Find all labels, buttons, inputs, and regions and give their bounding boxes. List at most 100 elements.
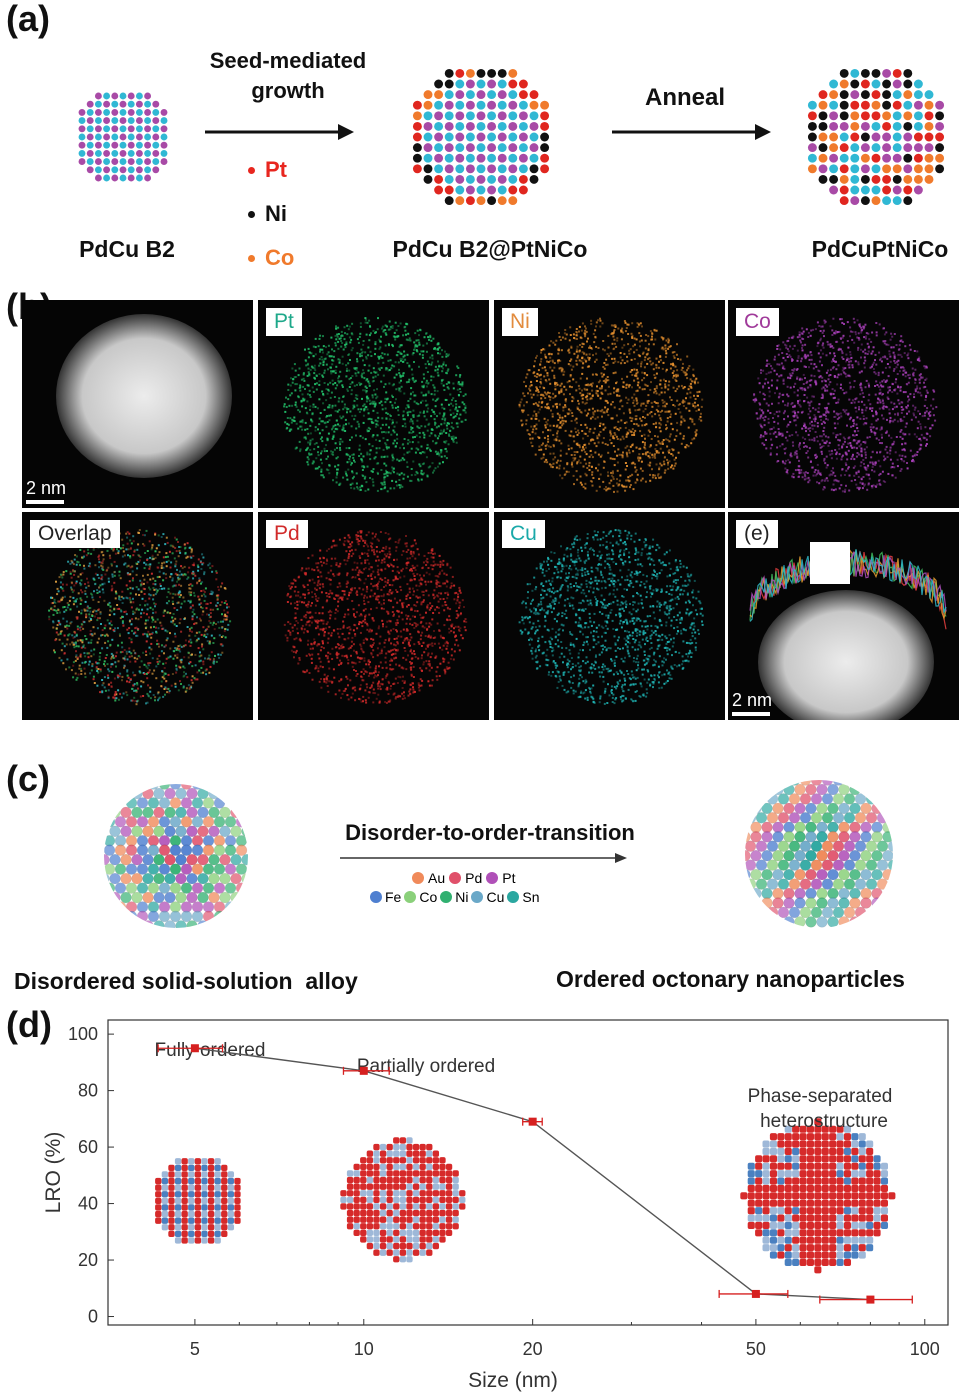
data-point (359, 1066, 368, 1075)
fe-ball-icon (370, 891, 382, 903)
x-tick-label: 10 (354, 1339, 374, 1359)
pd-ball-icon (449, 872, 462, 884)
data-point (190, 1044, 199, 1053)
arrow-seed-growth-head (338, 124, 354, 140)
chart-annotation: heterostructure (760, 1111, 888, 1132)
phase-separated-particle-inset (740, 1118, 896, 1274)
legend-ni-label: Ni (265, 201, 287, 226)
ordered-octonary-sphere (745, 780, 893, 928)
eds-map-image (752, 317, 938, 493)
pdcu-b2-particle (78, 92, 168, 182)
eds-map-image (518, 529, 704, 705)
eds-map-image (283, 530, 468, 704)
ordered-nanoparticles-label: Ordered octonary nanoparticles (556, 966, 905, 992)
legend-ni-c: Ni (455, 889, 469, 905)
eds-map-haadf: 2 nm (22, 300, 253, 508)
panel-c-letter: (c) (6, 758, 50, 799)
legend-au: Au (428, 870, 446, 886)
scale-bar (26, 500, 64, 504)
ni-dot-icon (248, 210, 255, 218)
eds-map-co: Co (728, 300, 959, 508)
eds-map-pt: Pt (258, 300, 489, 508)
pt-ball-icon (486, 872, 499, 884)
label-pdcu-b2: PdCu B2 (79, 236, 175, 262)
eds-map-ni: Ni (494, 300, 725, 508)
y-axis-label: LRO (%) (42, 1132, 65, 1214)
partially-ordered-particle-inset (340, 1137, 466, 1263)
panel-c-diagram (104, 780, 893, 928)
disordered-alloy-sphere (104, 784, 248, 928)
panel-d-letter: (d) (6, 1004, 52, 1045)
eds-map-image (48, 529, 232, 706)
x-tick-label: 20 (523, 1339, 543, 1359)
transition-arrow-head (615, 853, 627, 863)
panel-a-diagram (78, 68, 945, 206)
eds-map-image (56, 314, 232, 478)
eds-map-tag: Ni (502, 308, 538, 336)
x-axis-label: Size (nm) (468, 1369, 558, 1392)
scale-bar (732, 712, 770, 716)
legend-co: Co (248, 236, 294, 280)
legend-fe: Fe (385, 889, 402, 905)
y-tick-label: 20 (78, 1250, 98, 1270)
eds-map-e: (e) 2 nm (728, 512, 959, 720)
legend-ni: Ni (248, 192, 294, 236)
data-point (528, 1117, 537, 1126)
legend-pt: Pt (248, 148, 294, 192)
element-legend-c-row1: Au Pd Pt (412, 870, 515, 886)
eds-map-tag: Cu (502, 520, 545, 548)
data-point (751, 1289, 760, 1298)
pt-dot-icon (248, 166, 255, 174)
x-tick-label: 50 (746, 1339, 766, 1359)
legend-cu-c: Cu (486, 889, 505, 905)
eds-map-image (283, 317, 467, 493)
eds-map-tag: (e) (736, 520, 778, 548)
arrow-anneal-head (755, 124, 771, 140)
au-ball-icon (412, 872, 424, 884)
eds-map-pd: Pd (258, 512, 489, 720)
disorder-order-label: Disorder-to-order-transition (345, 820, 635, 845)
legend-pt-c: Pt (502, 870, 516, 886)
element-legend-a: Pt Ni Co (248, 148, 294, 280)
eds-map-tag: Co (736, 308, 779, 336)
legend-pd: Pd (465, 870, 483, 886)
x-tick-label: 100 (910, 1339, 940, 1359)
sn-ball-icon (507, 891, 520, 903)
scale-bar-label: 2 nm (26, 478, 67, 498)
disordered-alloy-label: Disordered solid-solution alloy (14, 968, 358, 994)
legend-sn: Sn (522, 889, 540, 905)
cu-ball-icon (471, 891, 484, 903)
label-pdcu-b2-ptnico: PdCu B2@PtNiCo (392, 236, 588, 262)
eds-map-cu: Cu (494, 512, 725, 720)
co-dot-icon (248, 254, 255, 262)
eds-map-tag: Pt (266, 308, 302, 336)
pdcuptnico-particle (807, 68, 945, 206)
eds-map-overlap: Overlap (22, 512, 253, 720)
element-legend-c-row2: Fe Co Ni Cu Sn (370, 889, 540, 905)
eds-map-image (749, 542, 947, 720)
pdcu-b2-ptnico-particle (412, 68, 550, 206)
data-point (866, 1295, 875, 1304)
y-tick-label: 100 (68, 1024, 98, 1044)
x-tick-label: 5 (190, 1339, 200, 1359)
fully-ordered-particle-inset (155, 1158, 241, 1244)
seed-mediated-growth-label: Seed-mediated growth (209, 48, 367, 103)
legend-co-label: Co (265, 245, 295, 270)
anneal-label: Anneal (644, 84, 725, 111)
panel-a-letter: (a) (6, 0, 50, 39)
co-ball-icon (404, 891, 417, 903)
plot-frame (107, 1019, 949, 1326)
legend-pt-label: Pt (265, 157, 287, 182)
y-tick-label: 0 (88, 1307, 98, 1327)
ni-ball-icon (440, 891, 453, 903)
eds-map-tag: Overlap (30, 520, 120, 548)
chart-annotation: Phase-separated (748, 1086, 893, 1107)
eds-map-image (518, 317, 704, 493)
legend-co-c: Co (419, 889, 438, 905)
y-tick-label: 80 (78, 1081, 98, 1101)
chart-annotation: Partially ordered (357, 1056, 495, 1077)
eds-map-tag: Pd (266, 520, 308, 548)
y-tick-label: 60 (78, 1137, 98, 1157)
y-tick-label: 40 (78, 1194, 98, 1214)
